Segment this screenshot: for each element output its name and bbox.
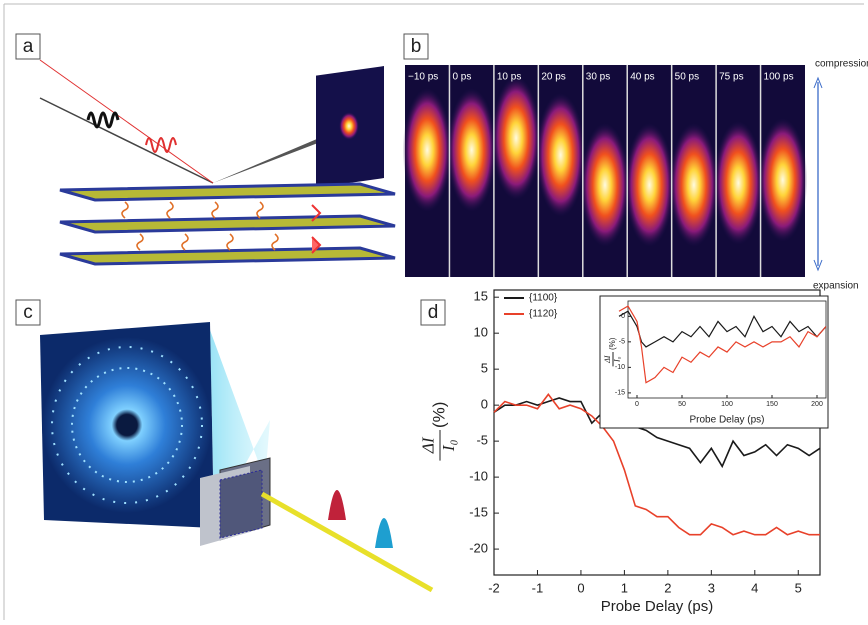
figure: −10 ps 0 ps 10 ps 20 ps 30 ps 40 ps 50 ps 75 ps… — [0, 0, 868, 625]
y-tick-label: 10 — [474, 325, 488, 340]
legend-label: {1100} — [529, 293, 558, 304]
x-tick-label: 3 — [708, 580, 715, 595]
frame-label: 20 ps — [541, 72, 565, 83]
x-tick-label: -1 — [532, 580, 544, 595]
y-label-unit: (%) — [608, 337, 617, 350]
diffraction-spot — [669, 123, 718, 247]
diffraction-spot — [492, 76, 541, 200]
frame-label: 50 ps — [675, 72, 699, 83]
frame-label: 0 ps — [452, 72, 471, 83]
y-label-unit: (%) — [429, 402, 448, 428]
frame-label: 10 ps — [497, 72, 521, 83]
x-tick-label: 5 — [795, 580, 802, 595]
x-tick-label: 1 — [621, 580, 628, 595]
diffraction-spot — [758, 118, 807, 242]
x-tick-label: 4 — [751, 580, 758, 595]
diffraction-spot — [536, 93, 585, 217]
panel-label: a — [23, 36, 34, 57]
y-tick-label: 15 — [474, 289, 488, 304]
panel-label: d — [428, 302, 439, 323]
y-tick-label: -15 — [615, 390, 625, 397]
frame-label: 30 ps — [586, 72, 610, 83]
y-label-denominator: I₀ — [439, 439, 458, 452]
panel-label: b — [411, 36, 422, 57]
frame-label: 75 ps — [719, 72, 743, 83]
x-axis-label: Probe Delay (ps) — [689, 415, 764, 426]
y-tick-label: 5 — [481, 361, 488, 376]
x-tick-label: 100 — [721, 401, 733, 408]
x-tick-label: 0 — [635, 401, 639, 408]
compression-label: compression — [815, 59, 868, 70]
y-tick-label: -15 — [469, 505, 488, 520]
panel-label: c — [23, 302, 33, 323]
x-tick-label: -2 — [488, 580, 500, 595]
diffraction-spot — [403, 88, 452, 212]
diffraction-spot — [714, 121, 763, 245]
legend-label: {1120} — [529, 309, 558, 320]
diffraction-spot — [447, 88, 496, 212]
x-tick-label: 50 — [678, 401, 686, 408]
x-tick-label: 150 — [766, 401, 778, 408]
frame-label: 100 ps — [764, 72, 794, 83]
y-label-denominator: I₀ — [613, 356, 622, 363]
y-label-numerator: ΔI — [603, 355, 612, 364]
y-tick-label: -5 — [619, 339, 625, 346]
y-tick-label: -10 — [469, 469, 488, 484]
diffraction-spot — [625, 123, 674, 247]
y-label-numerator: ΔI — [419, 436, 438, 454]
x-axis-label: Probe Delay (ps) — [601, 598, 714, 615]
y-tick-label: -5 — [476, 433, 488, 448]
diffraction-spot — [581, 123, 630, 247]
y-tick-label: 0 — [481, 397, 488, 412]
x-tick-label: 2 — [664, 580, 671, 595]
y-tick-label: -20 — [469, 541, 488, 556]
frame-label: −10 ps — [408, 72, 438, 83]
y-tick-label: -10 — [615, 364, 625, 371]
x-tick-label: 200 — [811, 401, 823, 408]
x-tick-label: 0 — [577, 580, 584, 595]
frame-label: 40 ps — [630, 72, 654, 83]
